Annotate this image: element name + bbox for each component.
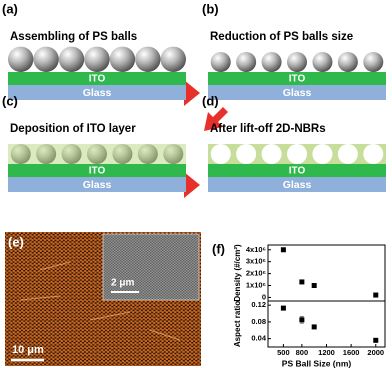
plot-frame [267, 244, 386, 302]
panel-label: (b) [202, 1, 219, 16]
ps-ball [109, 46, 136, 72]
x-axis-label: PS Ball Size (nm) [282, 358, 352, 368]
ps-ball [363, 52, 384, 72]
panel-title: After lift-off 2D-NBRs [210, 123, 326, 135]
inset-image [102, 233, 200, 301]
sem-image [5, 232, 201, 366]
x-tick-label: 2000 [367, 348, 384, 357]
point [311, 283, 317, 289]
panel-label: (d) [202, 93, 219, 108]
cavity [337, 144, 358, 164]
point [280, 305, 286, 311]
glass-label: Glass [283, 87, 312, 99]
ps-ball [160, 46, 187, 72]
point [373, 292, 379, 298]
cavity [363, 144, 384, 164]
x-tick-label: 1200 [318, 348, 335, 357]
x-tick-label: 1600 [343, 348, 360, 357]
schematic-panel: (a) Assembling of PS balls ITO Glass [2, 1, 187, 100]
ps-ball [287, 52, 307, 72]
x-tick-label: 500 [277, 348, 290, 357]
ito-layer [8, 144, 186, 164]
y-tick-label: 3x10⁶ [246, 257, 266, 266]
ps-ball [236, 52, 257, 72]
schematic-panel: (d) After lift-off 2D-NBRs ITO Glass [202, 93, 386, 192]
y-axis-label: Density (#/cm²) [233, 244, 242, 302]
ps-ball [210, 52, 231, 72]
y-tick-label: 1x10⁶ [246, 280, 266, 289]
ito-label: ITO [289, 74, 306, 85]
ps-ball [7, 46, 34, 72]
ito-label: ITO [289, 166, 306, 177]
ito-bar [208, 72, 386, 85]
point [311, 324, 317, 330]
cavity [261, 144, 282, 164]
glass-bar [8, 177, 186, 192]
glass-bar [208, 85, 386, 100]
scale-label: 10 μm [12, 344, 44, 356]
ps-ball [84, 46, 110, 72]
ps-ball [312, 52, 333, 72]
glass-label: Glass [83, 87, 112, 99]
ito-label: ITO [89, 166, 106, 177]
panel-label: (a) [2, 1, 18, 16]
arrow [204, 107, 228, 131]
y-tick-label: 0 [262, 292, 266, 301]
schematic-panel: (c) Deposition of ITO layer ITO Glass [2, 93, 186, 192]
cavity [210, 144, 231, 164]
y-axis-label: Aspect ratio [233, 301, 242, 347]
ito-bar [208, 164, 386, 177]
cavity [287, 144, 307, 164]
ito-bar [8, 72, 186, 85]
panel-label: (f) [212, 241, 225, 256]
ps-ball [337, 52, 358, 72]
cavity [312, 144, 333, 164]
schematic-panel: (b) Reduction of PS balls size ITO Glass [202, 1, 386, 100]
y-tick-label: 0.08 [251, 317, 266, 326]
ps-ball [135, 46, 161, 72]
panel-title: Deposition of ITO layer [10, 123, 136, 135]
ps-ball [33, 46, 59, 72]
ps-ball [58, 46, 85, 72]
y-tick-label: 4x10⁶ [246, 245, 266, 254]
glass-bar [208, 177, 386, 192]
panel-title: Assembling of PS balls [10, 31, 137, 43]
glass-label: Glass [83, 179, 112, 191]
glass-label: Glass [283, 179, 312, 191]
point [373, 337, 379, 343]
glass-bar [8, 85, 186, 100]
y-tick-label: 2x10⁶ [246, 269, 266, 278]
point [299, 317, 305, 323]
panel-label: (e) [8, 234, 24, 249]
cavity [236, 144, 257, 164]
y-tick-label: 0.12 [251, 300, 266, 309]
panel-title: Reduction of PS balls size [210, 31, 353, 43]
x-tick-label: 800 [296, 348, 309, 357]
ito-label: ITO [89, 74, 106, 85]
ito-bar [8, 164, 186, 177]
panel-label: (c) [2, 93, 18, 108]
point [299, 279, 305, 285]
scale-label: 2 μm [111, 278, 134, 289]
ps-ball [261, 52, 282, 72]
point [280, 247, 286, 253]
y-tick-label: 0.04 [251, 334, 266, 343]
defect [19, 261, 181, 341]
